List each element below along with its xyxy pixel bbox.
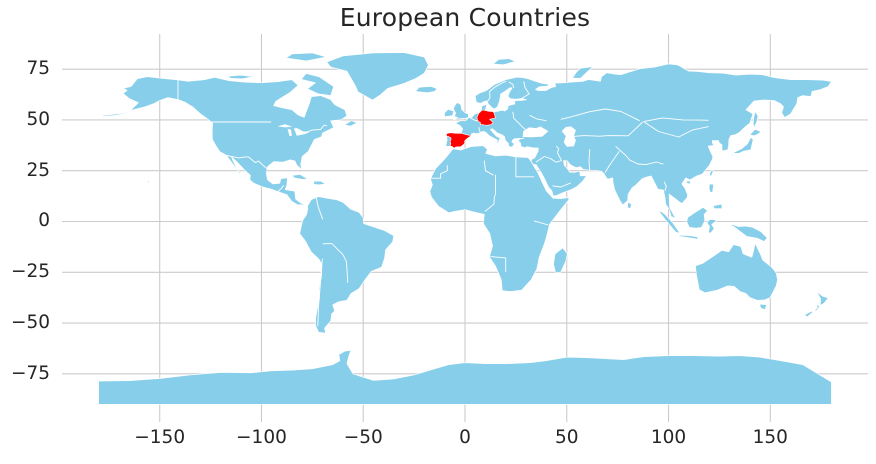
land-australia bbox=[695, 242, 778, 301]
land-new-zealand-north bbox=[816, 291, 829, 306]
y-axis-tick-label: −50 bbox=[10, 312, 50, 334]
land-greenland bbox=[326, 52, 429, 101]
lake-lake-michigan bbox=[287, 128, 292, 137]
land-hispaniola bbox=[313, 180, 326, 186]
land-sri-lanka bbox=[627, 201, 633, 210]
y-axis-tick-label: 75 bbox=[26, 58, 50, 80]
land-tasmania bbox=[759, 303, 768, 311]
border-iran-afghanistan bbox=[588, 149, 591, 171]
border-russia-finland bbox=[521, 81, 530, 99]
border-russia-kazakhstan bbox=[560, 108, 640, 122]
land-africa bbox=[429, 145, 570, 292]
y-axis-tick-label: 0 bbox=[38, 210, 50, 232]
land-newfoundland bbox=[344, 120, 358, 127]
border-india-pakistan bbox=[604, 151, 620, 173]
land-novaya-zemlya bbox=[572, 66, 594, 79]
land-sumatra bbox=[658, 209, 681, 234]
border-angola-namibia-botswana bbox=[490, 256, 507, 273]
land-north-america bbox=[122, 76, 348, 207]
border-china-india-nepal bbox=[615, 145, 664, 166]
land-sulawesi bbox=[706, 218, 718, 234]
border-egypt-sudan bbox=[515, 156, 535, 178]
border-nigeria-cameroon bbox=[484, 195, 495, 212]
land-ireland bbox=[444, 108, 455, 118]
lake-black-sea bbox=[522, 126, 549, 138]
border-algeria-libya bbox=[483, 160, 494, 176]
border-chile-argentina bbox=[317, 258, 323, 327]
x-axis-tick-label: −150 bbox=[134, 427, 186, 448]
border-mexico-guatemala bbox=[277, 185, 285, 193]
land-great-britain bbox=[453, 102, 469, 121]
lake-lake-huron-erie-ontario bbox=[293, 128, 310, 136]
land-aleutian-islands bbox=[102, 110, 131, 117]
world-map bbox=[62, 34, 868, 422]
y-axis-tick-label: 50 bbox=[26, 109, 50, 131]
x-axis-tick-label: 0 bbox=[459, 427, 471, 448]
land-victoria-island bbox=[226, 74, 254, 80]
border-w-sahara-mauritania bbox=[430, 165, 448, 179]
x-axis-tick-label: −50 bbox=[343, 427, 383, 448]
x-axis-tick-label: −100 bbox=[236, 427, 287, 448]
land-antarctica bbox=[98, 349, 832, 405]
border-kazakhstan-south bbox=[571, 121, 644, 138]
land-new-zealand-south bbox=[803, 303, 821, 318]
border-ukraine-russia bbox=[529, 114, 547, 122]
y-axis-tick-label: 25 bbox=[26, 159, 50, 181]
land-japan-hokkaido bbox=[749, 128, 762, 137]
lake-caspian-sea bbox=[561, 126, 576, 147]
land-baffin-island bbox=[300, 73, 335, 96]
lake-lake-superior bbox=[277, 124, 293, 128]
land-hainan bbox=[686, 180, 692, 185]
border-iran-iraq bbox=[555, 145, 562, 161]
border-saudi-north bbox=[535, 156, 562, 163]
land-borneo bbox=[686, 206, 708, 229]
land-sakhalin bbox=[752, 111, 759, 129]
border-brazil-west bbox=[322, 243, 349, 283]
land-cuba bbox=[292, 174, 309, 180]
border-france-italy bbox=[478, 127, 481, 133]
highlight-country-spain bbox=[445, 132, 472, 149]
land-ellesmere-island bbox=[285, 52, 327, 62]
border-sweden-finland bbox=[508, 81, 515, 88]
border-china-mongolia bbox=[643, 121, 709, 138]
land-luzon bbox=[708, 183, 715, 194]
land-java bbox=[678, 234, 699, 240]
border-thailand-myanmar bbox=[663, 181, 667, 192]
y-axis-tick-label: −75 bbox=[10, 362, 50, 384]
x-axis-tick-label: 150 bbox=[752, 427, 788, 448]
land-mindanao bbox=[712, 203, 723, 210]
border-us-mexico bbox=[226, 155, 268, 170]
y-axis-tick-label: −25 bbox=[10, 261, 50, 283]
border-saudi-yemen-oman bbox=[552, 182, 571, 188]
chart-title: European Countries bbox=[339, 3, 591, 32]
land-taiwan bbox=[709, 169, 714, 178]
x-axis-tick-label: 50 bbox=[554, 427, 579, 448]
land-madagascar bbox=[553, 247, 568, 274]
border-norway-sweden bbox=[487, 80, 507, 102]
x-axis-tick-label: 100 bbox=[650, 427, 687, 448]
highlight-country-germany bbox=[476, 109, 496, 126]
land-iceland bbox=[414, 86, 438, 94]
border-france-belgium bbox=[469, 117, 478, 122]
land-svalbard bbox=[492, 58, 516, 66]
border-russia-mongolia bbox=[643, 117, 709, 123]
land-new-guinea bbox=[731, 223, 768, 242]
land-eurasia bbox=[445, 63, 832, 220]
border-kenya-tanzania bbox=[533, 220, 549, 226]
border-poland-east bbox=[512, 111, 526, 130]
land-japan-honshu bbox=[730, 136, 754, 159]
land-hawaii bbox=[147, 179, 151, 184]
border-colombia-venezuela bbox=[315, 198, 324, 220]
